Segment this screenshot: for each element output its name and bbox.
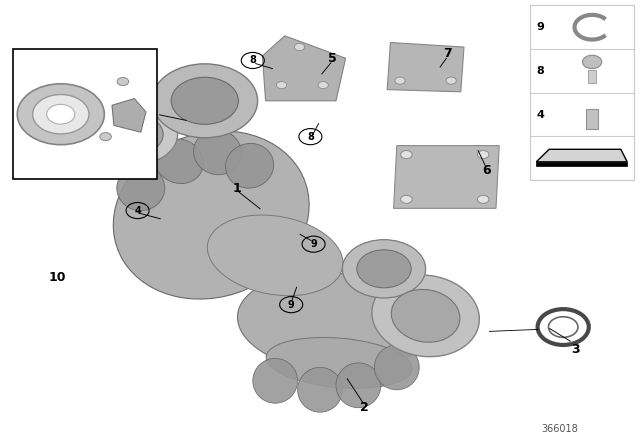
Text: 8: 8 <box>536 66 544 76</box>
Ellipse shape <box>298 367 342 412</box>
Polygon shape <box>536 149 627 162</box>
FancyBboxPatch shape <box>13 49 157 179</box>
Ellipse shape <box>172 77 239 125</box>
Text: 4: 4 <box>536 110 544 120</box>
Ellipse shape <box>372 275 479 357</box>
Circle shape <box>401 195 412 203</box>
Text: 366018: 366018 <box>541 424 579 434</box>
Ellipse shape <box>155 139 204 184</box>
Ellipse shape <box>253 358 298 403</box>
Text: 3: 3 <box>572 343 580 356</box>
Circle shape <box>276 82 287 89</box>
Text: 8: 8 <box>250 56 256 65</box>
Polygon shape <box>112 99 146 132</box>
Circle shape <box>477 151 489 159</box>
Text: 9: 9 <box>536 22 544 32</box>
Text: 8: 8 <box>307 132 314 142</box>
Text: 9: 9 <box>288 300 294 310</box>
Text: 6: 6 <box>482 164 491 177</box>
Bar <box>588 70 596 83</box>
Ellipse shape <box>237 273 428 372</box>
Ellipse shape <box>207 215 343 296</box>
Circle shape <box>294 43 305 51</box>
Ellipse shape <box>91 104 178 165</box>
Circle shape <box>33 95 89 134</box>
Circle shape <box>401 151 412 159</box>
FancyBboxPatch shape <box>530 5 634 180</box>
Circle shape <box>47 104 75 124</box>
Text: 9: 9 <box>310 239 317 249</box>
Ellipse shape <box>225 143 274 188</box>
Ellipse shape <box>152 64 258 138</box>
Bar <box>586 109 598 129</box>
Ellipse shape <box>106 114 163 155</box>
Text: 4: 4 <box>134 206 141 215</box>
Ellipse shape <box>193 130 242 175</box>
Text: 10: 10 <box>49 271 67 284</box>
Ellipse shape <box>266 337 412 388</box>
Ellipse shape <box>113 131 309 299</box>
Circle shape <box>548 317 578 337</box>
Polygon shape <box>262 36 346 101</box>
Circle shape <box>100 133 111 141</box>
Polygon shape <box>387 43 464 92</box>
Ellipse shape <box>336 363 381 408</box>
Bar <box>536 162 627 166</box>
Text: 2: 2 <box>360 401 369 414</box>
Circle shape <box>395 77 405 84</box>
Ellipse shape <box>374 345 419 390</box>
Ellipse shape <box>117 166 165 211</box>
Ellipse shape <box>391 289 460 342</box>
Circle shape <box>117 78 129 86</box>
Circle shape <box>17 84 104 145</box>
Text: 5: 5 <box>328 52 337 65</box>
Circle shape <box>446 77 456 84</box>
Circle shape <box>477 195 489 203</box>
Ellipse shape <box>342 240 426 298</box>
Text: 1: 1 <box>232 181 241 195</box>
Circle shape <box>318 82 328 89</box>
Ellipse shape <box>357 250 412 288</box>
Text: 7: 7 <box>444 47 452 60</box>
Circle shape <box>582 55 602 69</box>
Polygon shape <box>394 146 499 208</box>
